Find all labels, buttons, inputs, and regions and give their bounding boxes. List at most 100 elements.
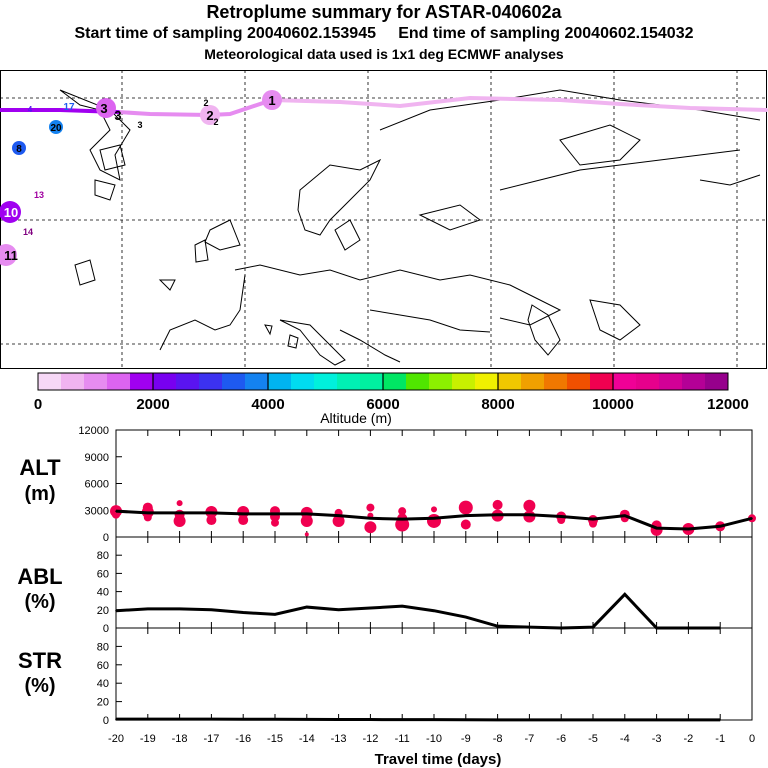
colorbar-swatch (521, 373, 545, 390)
y-tick-label: 40 (97, 678, 109, 690)
colorbar-tick-label: 8000 (481, 396, 514, 413)
trajectory-segment-day1 (270, 95, 768, 112)
panel-abl: 0 20 40 60 80 ABL(%) (17, 536, 753, 635)
altitude-scatter-point (364, 521, 377, 534)
x-tick-label: -3 (652, 733, 662, 745)
retroplume-map: 1 2 2 2 3 3 3 8 10 11 13 14 17 20 4 (0, 70, 768, 369)
day-label-10: 10 (4, 205, 18, 220)
colorbar-swatch (245, 373, 269, 390)
altitude-scatter-point (271, 518, 279, 527)
charts-area: 0 2000 4000 6000 8000 10000 12000 Altitude (m)… (17, 372, 756, 768)
colorbar-swatch (406, 373, 430, 390)
y-tick-label: 0 (103, 623, 109, 635)
x-tick-label: -4 (620, 733, 630, 745)
colorbar-swatch (199, 373, 223, 390)
colorbar-tick-label: 0 (34, 396, 42, 413)
colorbar-tick-label: 2000 (136, 396, 169, 413)
x-tick-label: -10 (426, 733, 442, 745)
series-point (115, 718, 117, 720)
series-point (178, 512, 181, 514)
day-marker-11 (0, 244, 17, 266)
day-marker-1 (262, 90, 282, 110)
colorbar-swatch (337, 373, 361, 390)
colorbar-swatch (682, 373, 706, 390)
y-tick-label: 0 (103, 715, 109, 727)
panel-alt: 0 3000 6000 9000 12000 ALT (m) (19, 425, 756, 544)
y-tick-label: 80 (97, 550, 109, 562)
day-label-2: 2 (206, 108, 213, 123)
start-time: Start time of sampling 20040602.153945 (74, 25, 377, 42)
altitude-scatter-point (395, 517, 410, 532)
altitude-scatter-point (458, 500, 473, 515)
day-label-11: 11 (4, 248, 18, 263)
series-point (337, 609, 340, 611)
altitude-scatter-point (176, 500, 183, 507)
colorbar-swatch (222, 373, 246, 390)
y-tick-label: 40 (97, 587, 109, 599)
colorbar-swatch (130, 373, 154, 390)
day-marker-2 (200, 105, 220, 125)
series-point (465, 514, 467, 517)
series-point (147, 718, 149, 720)
altitude-scatter-point (523, 510, 536, 523)
series-point (210, 609, 213, 611)
series-point (751, 517, 753, 520)
series-point (369, 718, 372, 721)
series-point (592, 719, 594, 721)
x-tick-label: -18 (172, 733, 188, 745)
colorbar-swatch (383, 373, 407, 390)
series-point (624, 593, 626, 596)
met-data-note: Meteorological data used is 1x1 deg ECMW… (204, 46, 564, 62)
day-marker-10 (0, 201, 21, 223)
altitude-scatter-point (173, 514, 186, 527)
colorbar-tick-label: 10000 (592, 396, 634, 413)
altitude-scatter-point (238, 515, 249, 526)
series-point (496, 513, 499, 516)
day-label-3b: 3 (114, 108, 121, 123)
colorbar-swatch (636, 373, 660, 390)
day-marker-20 (49, 120, 63, 134)
altitude-scatter-point (460, 519, 471, 530)
series-point (401, 518, 404, 520)
series-point (242, 611, 244, 614)
day-label-2-lower: 2 (213, 117, 218, 127)
y-tick-label: 0 (103, 532, 109, 544)
series-point (369, 607, 372, 609)
day-label-3c: 3 (137, 120, 142, 130)
series-point (719, 525, 721, 528)
series-point (528, 513, 531, 516)
colorbar-swatch (314, 373, 338, 390)
day-markers: 1 2 2 2 3 3 3 8 10 11 13 14 17 20 4 (0, 90, 282, 266)
day-label-14: 14 (23, 227, 33, 237)
y-tick-label: 20 (97, 697, 109, 709)
colorbar-swatch (613, 373, 637, 390)
series-point (592, 518, 594, 520)
y-axis-unit: (%) (24, 675, 55, 697)
colorbar-swatch (705, 373, 729, 390)
series-point (210, 512, 213, 514)
altitude-scatter-point (206, 515, 217, 526)
day-label-17: 17 (63, 102, 75, 113)
x-tick-label: -11 (395, 733, 410, 745)
x-tick-label: -6 (556, 733, 566, 745)
colorbar-swatch (107, 373, 131, 390)
y-tick-label: 6000 (85, 479, 109, 491)
x-tick-label: -14 (299, 733, 315, 745)
x-tick-label: -5 (588, 733, 598, 745)
colorbar-swatch (268, 373, 292, 390)
x-tick-label: -19 (140, 733, 156, 745)
end-time: End time of sampling 20040602.154032 (398, 25, 694, 42)
x-tick-label: -17 (203, 733, 219, 745)
day-label-3: 3 (100, 101, 107, 116)
colorbar-swatch (291, 373, 315, 390)
series-point (306, 606, 308, 608)
series-point (306, 718, 308, 721)
series-point (337, 718, 340, 721)
chart-title: Retroplume summary for ASTAR-040602a (206, 2, 562, 22)
series-point (306, 513, 308, 515)
series-point (465, 718, 467, 721)
map-frame (0, 70, 767, 369)
colorbar-label: Altitude (m) (320, 410, 392, 426)
y-tick-label: 60 (97, 568, 109, 580)
altitude-scatter-point (492, 499, 503, 510)
